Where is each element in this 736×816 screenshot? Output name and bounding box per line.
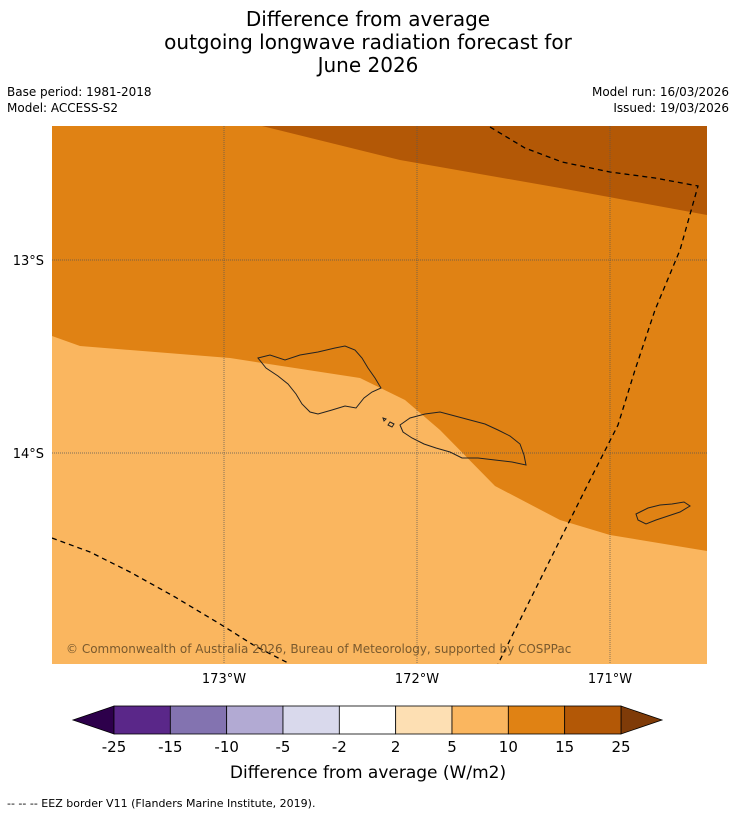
savaii-island [257,345,382,415]
region-15-to-25 [262,126,707,215]
colorbar-segment [507,705,566,735]
title-line-3: June 2026 [317,53,419,77]
colorbar-tick-label: 15 [555,738,574,756]
metadata-left: Base period: 1981-2018 Model: ACCESS-S2 [7,84,152,116]
colorbar-tick-label: 25 [611,738,630,756]
colorbar-segment [113,705,171,735]
manono-island [387,421,395,428]
upolu-island [399,411,527,466]
colorbar-segment [338,705,397,735]
colorbar-tick-label: 5 [447,738,457,756]
colorbar-tick-label: -10 [214,738,239,756]
tutuila-island [635,501,691,525]
graticule [52,126,707,664]
colorbar-tick-label: 10 [499,738,518,756]
colorbar-extend-low [71,705,115,735]
colorbar-segment [226,705,284,735]
lon-label-172w: 172°W [395,672,439,687]
issued-date: Issued: 19/03/2026 [613,101,729,115]
colorbar-segment [564,705,622,735]
colorbar-title: Difference from average (W/m2) [230,763,506,783]
lon-label-173w: 173°W [202,672,246,687]
colorbar-segment [282,705,340,735]
eez-border-southwest [52,537,291,664]
colorbar-tick-label: -2 [332,738,347,756]
model-name: Model: ACCESS-S2 [7,101,119,115]
title-line-1: Difference from average [245,7,491,31]
lat-label-13s: 13°S [13,254,44,269]
copyright-notice: © Commonwealth of Australia 2026, Bureau… [66,642,571,656]
lon-label-171w: 171°W [588,672,632,687]
colorbar-segment [395,705,453,735]
colorbar-extend-high [620,705,664,735]
metadata-right: Model run: 16/03/2026 Issued: 19/03/2026 [592,84,729,116]
colorbar-tick-label: -5 [276,738,291,756]
colorbar: -25 -15 -10 -5 -2 2 5 10 15 25 [71,705,664,756]
title-line-2: outgoing longwave radiation forecast for [164,30,572,54]
eez-borders [52,126,699,664]
colorbar-segment [169,705,228,735]
apolima-island [382,417,387,422]
chart-title: Difference from average outgoing longwav… [0,8,736,77]
lat-label-14s: 14°S [13,447,44,462]
colorbar-tick-label: -15 [158,738,183,756]
region-10-to-15 [52,126,707,551]
map-plot-area: © Commonwealth of Australia 2026, Bureau… [52,126,707,664]
colorbar-segment [451,705,509,735]
coastlines [257,345,691,525]
footnote-eez: -- -- -- EEZ border V11 (Flanders Marine… [7,797,316,810]
model-run: Model run: 16/03/2026 [591,85,729,99]
colorbar-tick-label: 2 [391,738,401,756]
colorbar-tick-label: -25 [102,738,127,756]
base-period: Base period: 1981-2018 [7,85,152,99]
